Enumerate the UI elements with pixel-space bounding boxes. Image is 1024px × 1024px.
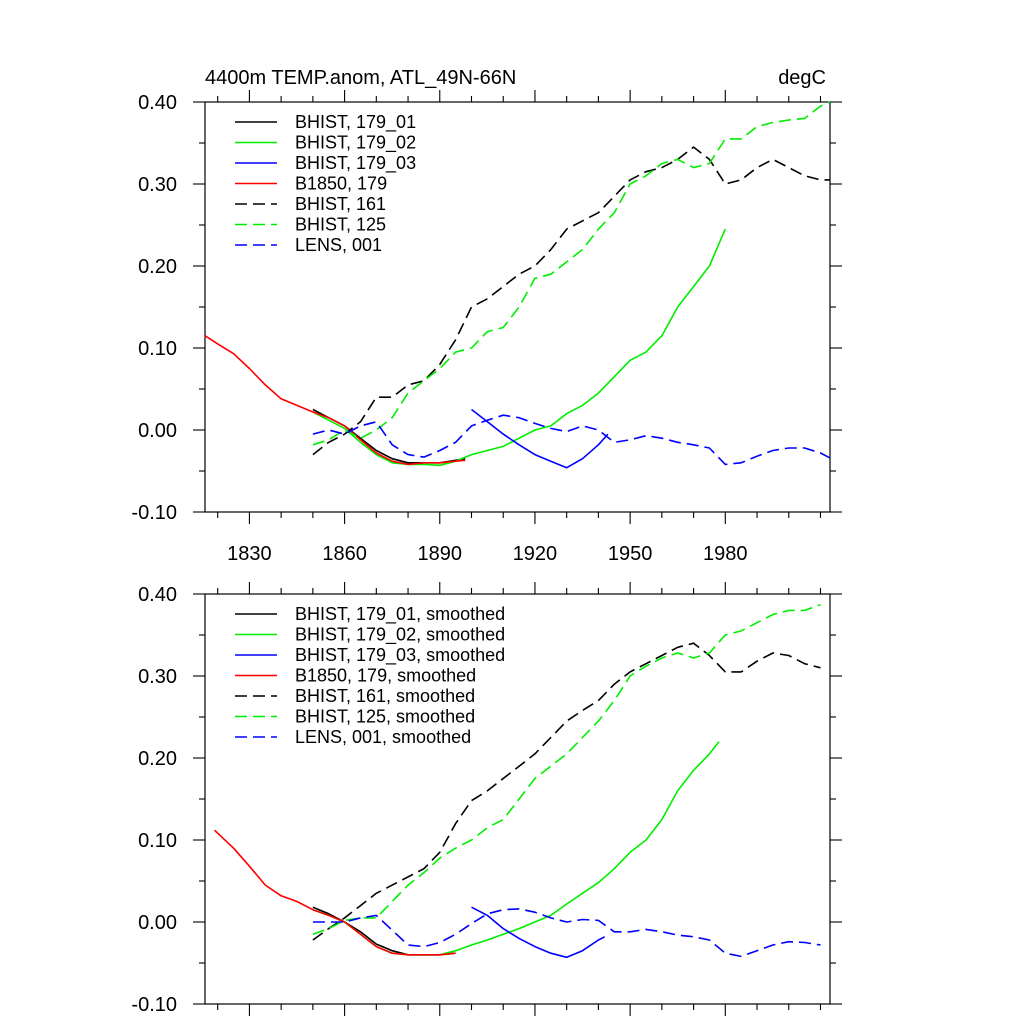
series-line bbox=[312, 908, 821, 958]
x-tick-label: 1890 bbox=[418, 543, 463, 565]
y-tick-label: -0.10 bbox=[131, 502, 177, 524]
bottom-panel: -0.10 0.00 0.10 0.20 0.30 0.40 BHIST, 179_01, … bbox=[131, 582, 842, 1016]
y-tick-label: 0.40 bbox=[138, 92, 177, 114]
series-line bbox=[312, 228, 727, 467]
x-tick-label: 1920 bbox=[513, 543, 558, 565]
x-tick-label: 1860 bbox=[322, 543, 367, 565]
legend-entry: LENS, 001 bbox=[295, 235, 382, 255]
legend-entry: BHIST, 161, smoothed bbox=[295, 686, 475, 706]
series-line bbox=[312, 741, 720, 956]
series-line bbox=[312, 146, 830, 456]
axis-ticks bbox=[193, 582, 842, 1016]
series-line bbox=[312, 642, 821, 941]
y-tick-label: 0.00 bbox=[138, 912, 177, 934]
top-panel: -0.10 0.00 0.10 0.20 0.30 0.40 1830 1860 1890 192… bbox=[131, 67, 842, 565]
legend-entry: BHIST, 179_03, smoothed bbox=[295, 645, 505, 666]
legend-entry: BHIST, 161 bbox=[295, 194, 386, 214]
legend-entry: BHIST, 179_02 bbox=[295, 133, 416, 154]
legend-entry: BHIST, 179_03 bbox=[295, 153, 416, 174]
series-lines bbox=[213, 603, 821, 959]
y-tick-label: 0.30 bbox=[138, 666, 177, 688]
y-tick-label: 0.20 bbox=[138, 256, 177, 278]
axis-ticks bbox=[193, 90, 842, 524]
series-lines bbox=[204, 101, 831, 469]
series-line bbox=[312, 603, 821, 936]
series-line bbox=[312, 101, 831, 446]
y-tick-label: 0.10 bbox=[138, 830, 177, 852]
series-line bbox=[204, 335, 466, 466]
y-tick-label: -0.10 bbox=[131, 994, 177, 1016]
series-line bbox=[471, 408, 609, 469]
x-tick-label: 1980 bbox=[703, 543, 748, 565]
x-tick-label: 1950 bbox=[608, 543, 653, 565]
series-line bbox=[213, 829, 456, 956]
y-tick-label: 0.00 bbox=[138, 420, 177, 442]
legend-entry: BHIST, 179_01, smoothed bbox=[295, 604, 505, 625]
legend-entry: B1850, 179, smoothed bbox=[295, 666, 476, 686]
x-tick-label: 1830 bbox=[227, 543, 272, 565]
y-tick-label: 0.20 bbox=[138, 748, 177, 770]
chart-units: degC bbox=[778, 67, 826, 89]
y-tick-label: 0.30 bbox=[138, 174, 177, 196]
series-line bbox=[471, 906, 606, 959]
legend-entry: BHIST, 179_01 bbox=[295, 112, 416, 133]
legend-entry: BHIST, 125, smoothed bbox=[295, 707, 475, 727]
legend-entry: BHIST, 179_02, smoothed bbox=[295, 625, 505, 646]
legend-entry: LENS, 001, smoothed bbox=[295, 727, 471, 747]
series-line bbox=[312, 414, 831, 466]
y-tick-label: 0.40 bbox=[138, 584, 177, 606]
series-line bbox=[312, 906, 456, 956]
y-tick-label: 0.10 bbox=[138, 338, 177, 360]
legend-entry: B1850, 179 bbox=[295, 174, 387, 194]
legend-entry: BHIST, 125 bbox=[295, 215, 386, 235]
chart-title: 4400m TEMP.anom, ATL_49N-66N bbox=[205, 67, 516, 89]
